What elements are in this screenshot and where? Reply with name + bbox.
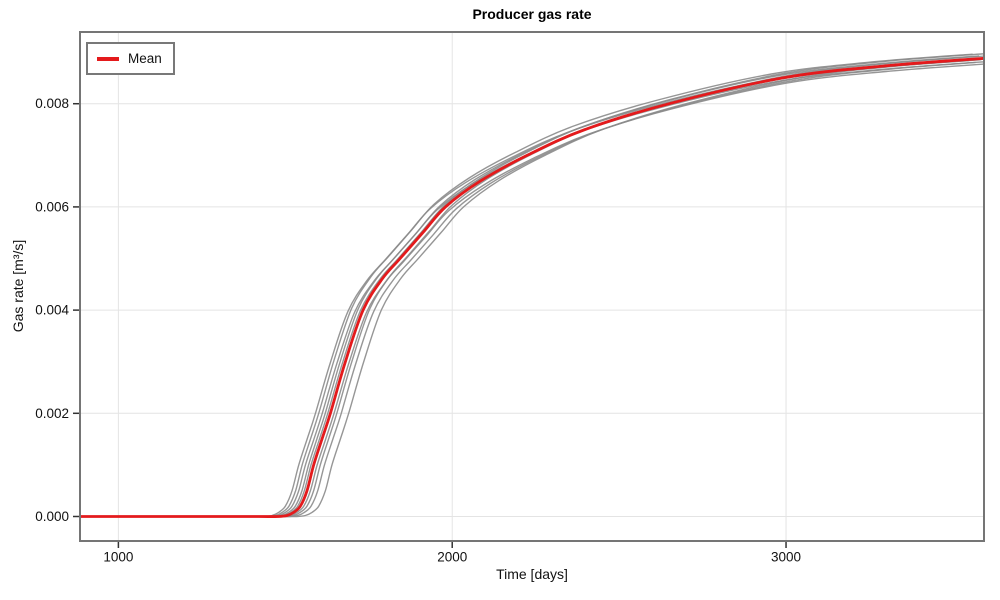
ensemble-line — [80, 61, 984, 518]
x-tick-label: 2000 — [437, 550, 467, 565]
ensemble-line — [80, 55, 984, 518]
ensemble-line — [80, 58, 984, 518]
curves-group — [80, 53, 984, 518]
ensemble-line — [80, 59, 982, 518]
ensemble-line — [80, 55, 980, 518]
y-axis-label: Gas rate [m³/s] — [10, 239, 26, 333]
mean-legend-line-icon — [97, 56, 119, 61]
ensemble-line — [80, 59, 970, 518]
y-tick-label: 0.004 — [35, 303, 69, 318]
ensemble-line — [80, 53, 973, 518]
ensemble-line — [80, 61, 976, 518]
plot-frame — [79, 31, 985, 542]
x-axis-label: Time [days] — [496, 566, 568, 582]
y-tick-label: 0.000 — [35, 509, 69, 524]
x-tick-label: 3000 — [771, 550, 801, 565]
y-tick-label: 0.006 — [35, 199, 69, 214]
y-tick-label: 0.008 — [35, 96, 69, 111]
legend-label: Mean — [128, 51, 162, 66]
legend: Mean — [86, 42, 175, 75]
mean-line — [80, 56, 984, 518]
ensemble-line — [80, 53, 984, 518]
ensemble-line — [80, 63, 984, 518]
x-tick-label: 1000 — [103, 550, 133, 565]
chart-title: Producer gas rate — [472, 6, 592, 22]
y-tick-label: 0.002 — [35, 406, 69, 421]
